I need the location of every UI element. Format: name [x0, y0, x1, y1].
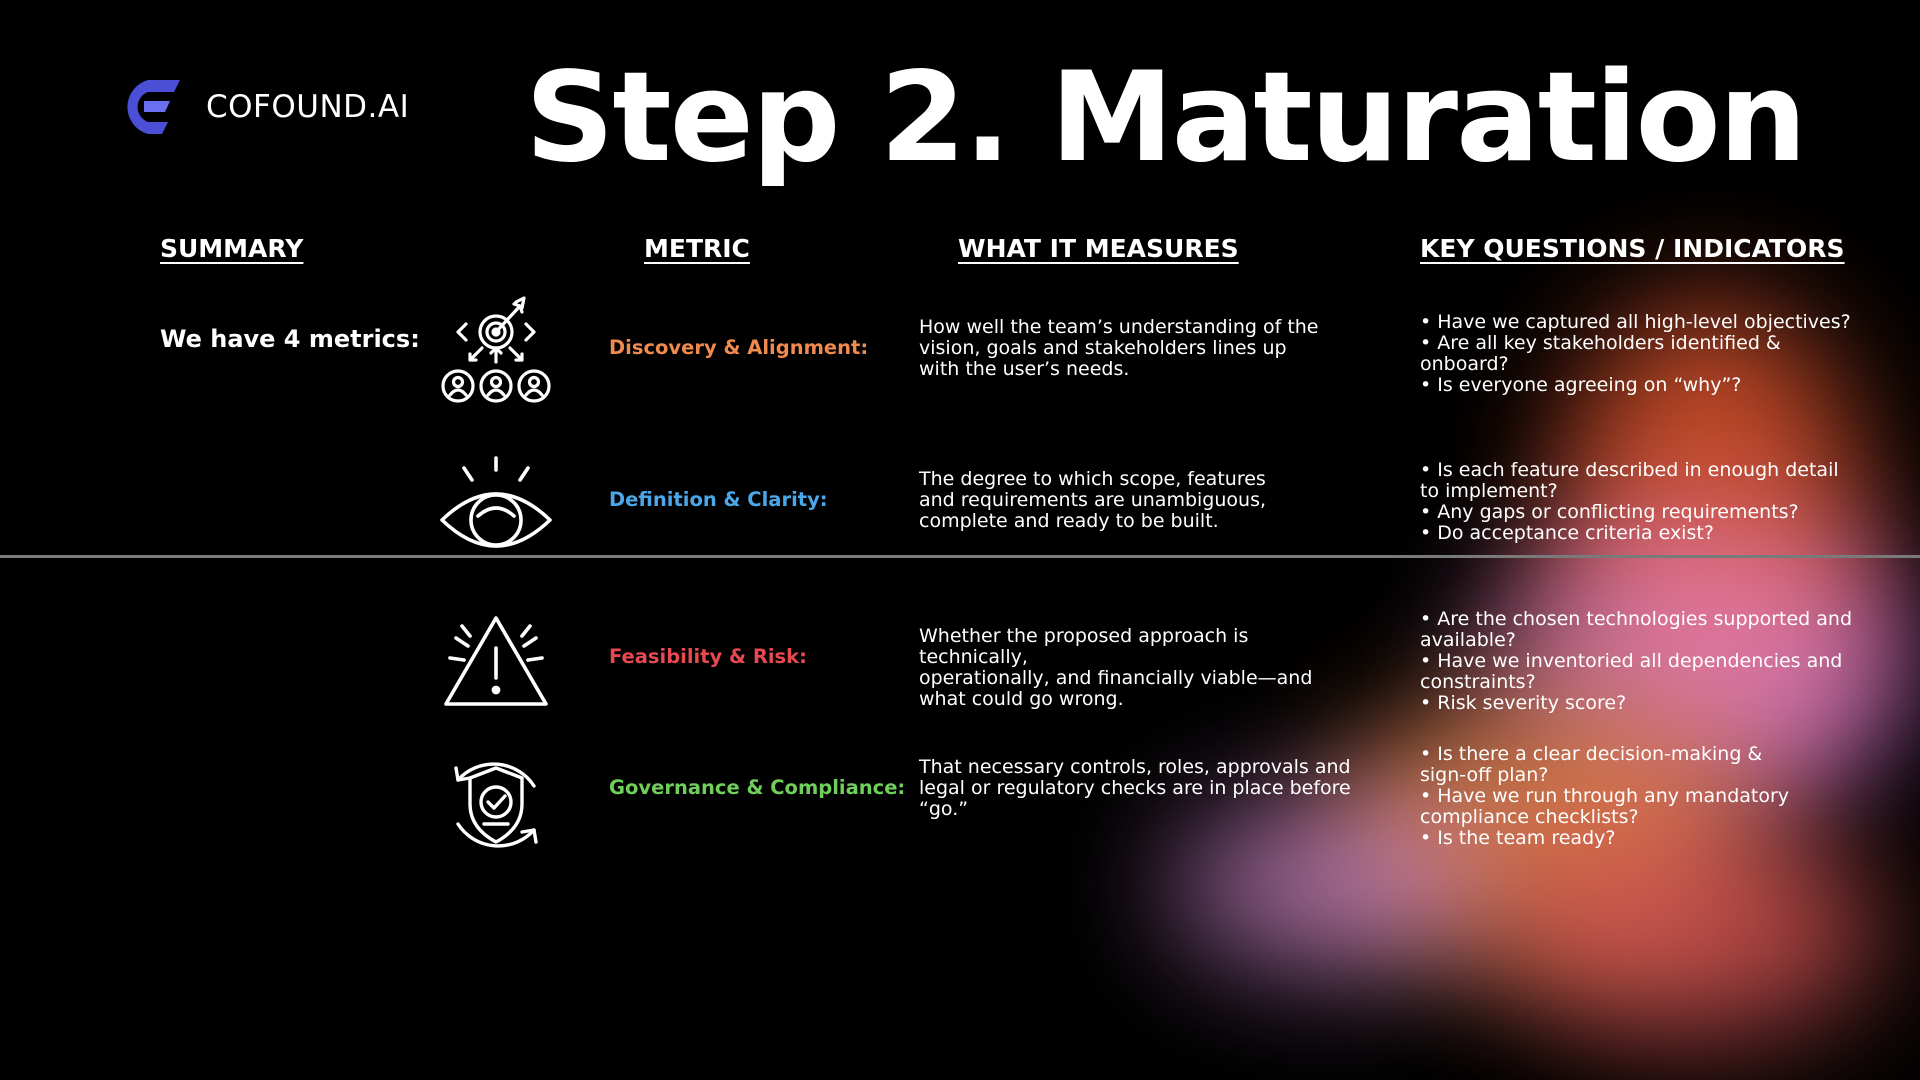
divider: [0, 555, 1920, 558]
measure-line: and requirements are unambiguous,: [919, 489, 1267, 511]
metric-name: Governance & Compliance:: [609, 776, 906, 799]
header-questions: KEY QUESTIONS / INDICATORS: [1420, 234, 1845, 263]
question-line: • Is there a clear decision-making &: [1420, 743, 1763, 765]
header-summary: SUMMARY: [160, 234, 304, 263]
question-line: constraints?: [1420, 671, 1536, 693]
gradient-blob: [1500, 820, 1880, 1040]
question-line: sign-off plan?: [1420, 764, 1549, 786]
metric-name: Definition & Clarity:: [609, 488, 828, 511]
measure-line: legal or regulatory checks are in place …: [919, 777, 1351, 799]
question-line: available?: [1420, 629, 1516, 651]
brand-logo: COFOUND.AI: [108, 76, 409, 138]
warning-icon: [438, 608, 554, 724]
measure-line: That necessary controls, roles, approval…: [919, 756, 1351, 778]
question-line: to implement?: [1420, 480, 1558, 502]
summary-text: We have 4 metrics:: [160, 325, 420, 353]
measure-line: How well the team’s understanding of the: [919, 316, 1319, 338]
question-line: • Do acceptance criteria exist?: [1420, 522, 1714, 544]
eye-icon: [438, 450, 554, 566]
metric-measure: How well the team’s understanding of the…: [919, 317, 1359, 380]
question-line: • Any gaps or conflicting requirements?: [1420, 501, 1799, 523]
metric-questions: • Are the chosen technologies supported …: [1420, 609, 1860, 714]
question-line: • Is each feature described in enough de…: [1420, 459, 1839, 481]
metric-questions: • Have we captured all high-level object…: [1420, 312, 1860, 396]
question-line: onboard?: [1420, 353, 1509, 375]
question-line: • Have we inventoried all dependencies a…: [1420, 650, 1843, 672]
metric-measure: The degree to which scope, features and r…: [919, 469, 1359, 532]
question-line: • Are the chosen technologies supported …: [1420, 608, 1853, 630]
metric-name: Feasibility & Risk:: [609, 645, 807, 668]
question-line: • Have we run through any mandatory: [1420, 785, 1790, 807]
target-people-icon: [438, 296, 554, 412]
question-line: • Is everyone agreeing on “why”?: [1420, 374, 1742, 396]
measure-line: operationally, and financially viable—an…: [919, 667, 1313, 689]
metric-questions: • Is each feature described in enough de…: [1420, 460, 1860, 544]
measure-line: Whether the proposed approach is technic…: [919, 625, 1249, 668]
question-line: • Have we captured all high-level object…: [1420, 311, 1851, 333]
metric-questions: • Is there a clear decision-making & sign…: [1420, 744, 1860, 849]
header-metric: METRIC: [644, 234, 750, 263]
question-line: • Risk severity score?: [1420, 692, 1627, 714]
measure-line: “go.”: [919, 798, 969, 820]
metric-measure: That necessary controls, roles, approval…: [919, 757, 1359, 820]
measure-line: complete and ready to be built.: [919, 510, 1219, 532]
measure-line: The degree to which scope, features: [919, 468, 1266, 490]
measure-line: what could go wrong.: [919, 688, 1124, 710]
page-title: Step 2. Maturation: [525, 46, 1807, 190]
metric-measure: Whether the proposed approach is technic…: [919, 626, 1359, 710]
metric-name: Discovery & Alignment:: [609, 336, 869, 359]
measure-line: vision, goals and stakeholders lines up: [919, 337, 1287, 359]
cofound-logo-icon: [127, 80, 180, 134]
question-line: • Are all key stakeholders identified &: [1420, 332, 1781, 354]
brand-name: COFOUND.AI: [206, 89, 410, 125]
measure-line: with the user’s needs.: [919, 358, 1130, 380]
question-line: compliance checklists?: [1420, 806, 1639, 828]
shield-check-icon: [438, 746, 554, 862]
header-measures: WHAT IT MEASURES: [958, 234, 1239, 263]
question-line: • Is the team ready?: [1420, 827, 1616, 849]
